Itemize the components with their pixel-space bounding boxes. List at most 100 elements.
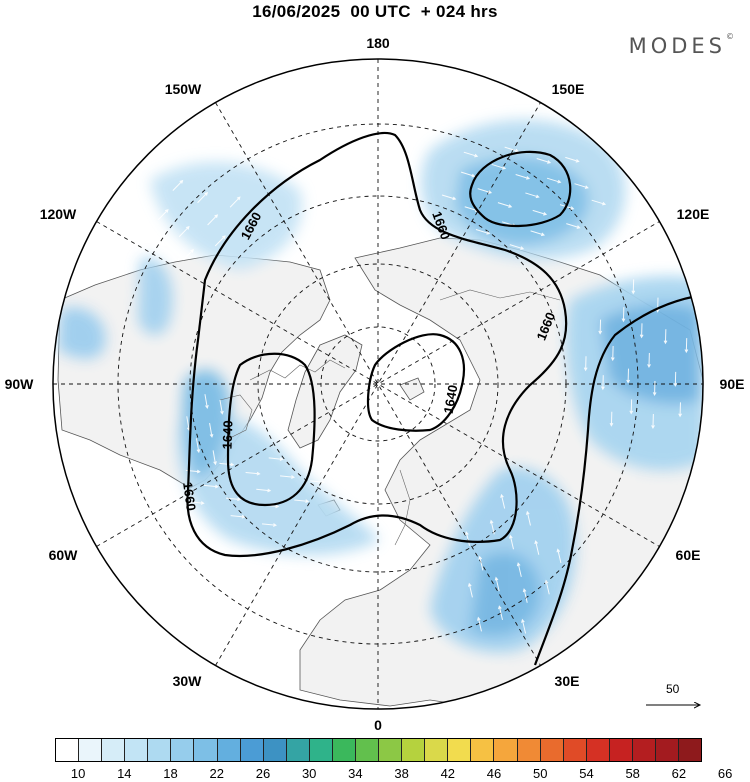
colorbar-label: 54 [579, 766, 594, 781]
wind-vector-arrow [509, 534, 514, 550]
wind-vector-arrow [591, 199, 607, 206]
lon-label-30e: 30E [555, 673, 580, 689]
contour-labels: 1660 1660 1660 1660 1640 1640 [180, 209, 558, 511]
wind-vector-arrow [663, 329, 668, 345]
colorbar-cell [148, 739, 172, 761]
wind-vector-arrow [230, 514, 246, 519]
lon-label-120w: 120W [40, 206, 77, 222]
wind-vector-arrow [460, 171, 476, 178]
brand-name: MODES [628, 34, 726, 58]
colorbar-cell [379, 739, 403, 761]
geopotential-contours [186, 131, 703, 666]
wind-speed-colorbar [55, 738, 702, 762]
wind-vector-arrow [609, 411, 614, 427]
colorbar-label: 66 [717, 766, 733, 781]
wind-vector-arrow [178, 225, 190, 238]
wind-vector-arrow [678, 402, 683, 418]
wind-vector-arrow [631, 279, 636, 295]
wind-vector-arrow [207, 214, 219, 226]
wind-vector-arrow [256, 488, 272, 493]
colorbar-label: 30 [301, 766, 317, 781]
wind-vector-arrow [280, 475, 296, 479]
jet-hudson [182, 369, 231, 480]
wind-vector-arrow [516, 562, 522, 577]
wind-vector-arrow [652, 380, 657, 397]
colorbar-cell [540, 739, 564, 761]
wind-vector-arrow [530, 230, 545, 237]
wind-vector-arrow [544, 579, 550, 595]
colorbar-cell [56, 739, 80, 761]
colorbar-tick-labels: 10141822263034384246505458626670 [55, 766, 732, 782]
wind-vector-arrow [441, 194, 457, 201]
wind-vector-arrow [497, 202, 513, 208]
wind-vector-arrow [467, 582, 473, 598]
coast-siberia [439, 289, 561, 301]
wind-vector-arrow [209, 423, 214, 438]
colorbar-cell [332, 739, 357, 761]
wind-vector-arrow [268, 457, 284, 461]
contour-label-1640-b: 1640 [441, 384, 461, 415]
wind-vector-arrow [509, 244, 525, 250]
wind-vector-arrow [515, 173, 531, 180]
colorbar-label: 18 [163, 766, 178, 781]
colorbar-cell [517, 739, 541, 761]
wind-vector-arrow [565, 156, 580, 163]
wind-vector-arrow [651, 414, 655, 430]
colorbar-cell [102, 739, 126, 761]
colorbar-cell [79, 739, 103, 761]
contour-label-1660-d: 1660 [180, 481, 199, 512]
colorbar-label: 10 [70, 766, 86, 781]
wind-vector-arrow [189, 501, 205, 505]
wind-vector-arrow [310, 480, 326, 484]
colorbar-cell [125, 739, 149, 761]
lon-label-120e: 120E [677, 206, 710, 222]
colorbar-cell [632, 739, 657, 761]
wind-vector-arrow [261, 523, 277, 527]
colorbar-cell [563, 739, 587, 761]
colorbar-cell [286, 739, 310, 761]
jet-west-edge [58, 307, 106, 359]
wind-vector-arrow [546, 177, 562, 184]
lon-label-60w: 60W [49, 547, 79, 563]
reference-vector-label: 50 [666, 682, 680, 696]
lon-label-90e: 90E [720, 376, 745, 392]
coast-hudson-bay [219, 394, 253, 439]
wind-speed-shading [58, 119, 703, 653]
colorbar-cell [471, 739, 495, 761]
colorbar-cell [402, 739, 426, 761]
wind-vector-arrow [629, 399, 634, 415]
jet-alaska [138, 258, 173, 335]
wind-vector-arrow [639, 323, 644, 339]
colorbar-label: 58 [625, 766, 640, 781]
wind-vector-arrow [566, 223, 581, 229]
brand-logo: MODES© [628, 32, 734, 58]
wind-vector-arrow [229, 196, 241, 208]
wind-vector-arrow [172, 179, 184, 191]
colorbar-cell [609, 739, 633, 761]
wind-vector-arrow [521, 618, 527, 634]
svalbard-land [399, 377, 425, 401]
lon-label-30w: 30W [173, 673, 203, 689]
coastline-detail [219, 289, 561, 546]
wind-vector-arrow [477, 616, 482, 632]
colorbar-cell [448, 739, 472, 761]
wind-vector-arrow [684, 338, 689, 354]
wind-vector-arrow [536, 158, 552, 164]
wind-vector-arrow [197, 191, 209, 204]
wind-vector-arrow [621, 307, 626, 323]
wind-vector-arrow [214, 235, 226, 247]
colorbar-cell [309, 739, 333, 761]
coast-scandinavia [394, 469, 411, 546]
wind-vector-arrow [494, 576, 500, 592]
colorbar-label: 50 [533, 766, 548, 781]
contour-1660-main [186, 131, 568, 558]
wind-vector-arrow [598, 319, 603, 335]
colorbar-cell [425, 739, 449, 761]
wind-vector-arrow [219, 399, 224, 415]
colorbar-cell [586, 739, 610, 761]
wind-vector-arrow [500, 493, 506, 509]
copyright-mark: © [726, 32, 734, 41]
wind-vector-arrow [157, 209, 169, 221]
lon-label-150w: 150W [165, 81, 202, 97]
contour-1660-east [533, 293, 703, 666]
